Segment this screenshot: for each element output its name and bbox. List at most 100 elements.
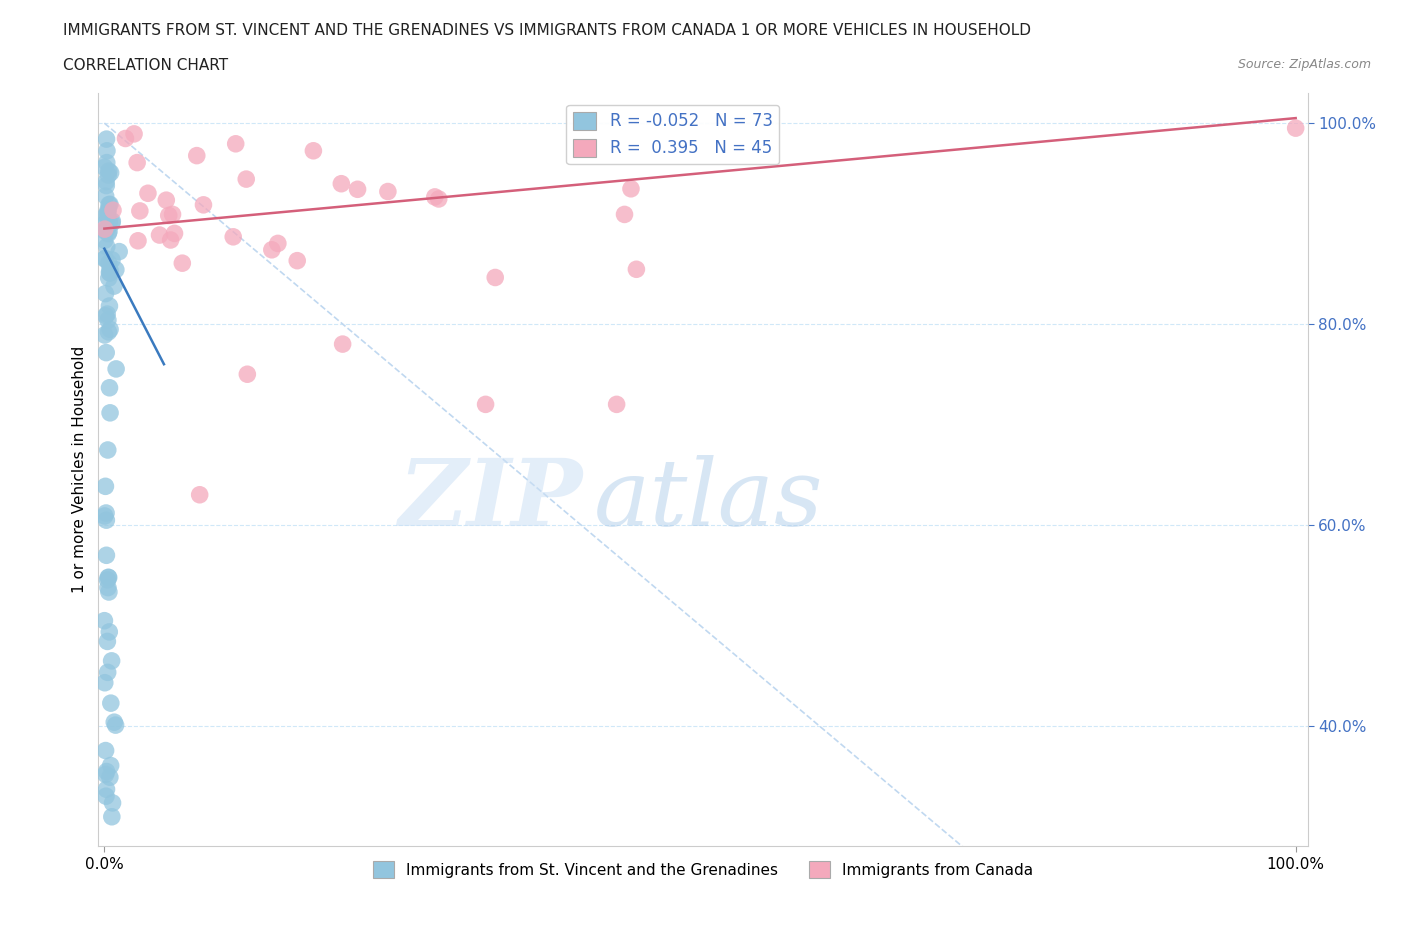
Point — [94, 675, 117, 690]
Point — [103, 715, 125, 730]
Point — [98, 624, 121, 639]
Point — [96, 143, 118, 158]
Point — [94, 286, 117, 301]
Point — [101, 216, 124, 231]
Point — [94, 767, 117, 782]
Point — [267, 236, 290, 251]
Point — [96, 764, 118, 779]
Point — [101, 795, 124, 810]
Point — [620, 181, 643, 196]
Point — [162, 206, 184, 221]
Point — [97, 209, 120, 224]
Point — [163, 226, 186, 241]
Point — [626, 262, 648, 277]
Point — [222, 230, 245, 245]
Point — [100, 696, 122, 711]
Point — [104, 262, 127, 277]
Point — [159, 232, 181, 247]
Point — [260, 243, 283, 258]
Point — [93, 160, 115, 175]
Point — [93, 613, 115, 628]
Point — [96, 307, 118, 322]
Point — [127, 233, 149, 248]
Point — [122, 126, 145, 141]
Point — [97, 271, 120, 286]
Point — [613, 207, 636, 222]
Point — [285, 253, 308, 268]
Point — [97, 197, 120, 212]
Point — [98, 770, 121, 785]
Point — [377, 184, 399, 199]
Point — [236, 366, 259, 381]
Point — [96, 782, 118, 797]
Point — [474, 397, 496, 412]
Point — [97, 585, 120, 600]
Point — [172, 256, 194, 271]
Point — [96, 512, 118, 527]
Text: IMMIGRANTS FROM ST. VINCENT AND THE GRENADINES VS IMMIGRANTS FROM CANADA 1 OR MO: IMMIGRANTS FROM ST. VINCENT AND THE GREN… — [63, 23, 1031, 38]
Point — [94, 308, 117, 323]
Point — [97, 570, 120, 585]
Point — [94, 208, 117, 223]
Point — [97, 256, 120, 271]
Point — [101, 203, 124, 218]
Point — [225, 137, 247, 152]
Point — [96, 155, 118, 170]
Text: Source: ZipAtlas.com: Source: ZipAtlas.com — [1237, 58, 1371, 71]
Point — [97, 205, 120, 219]
Point — [96, 573, 118, 588]
Point — [105, 362, 128, 377]
Point — [94, 479, 117, 494]
Point — [98, 197, 121, 212]
Point — [186, 148, 208, 163]
Point — [98, 214, 121, 229]
Point — [101, 252, 124, 267]
Point — [97, 164, 120, 179]
Point — [101, 809, 124, 824]
Point — [98, 265, 121, 280]
Point — [97, 443, 120, 458]
Text: ZIP: ZIP — [398, 455, 582, 545]
Point — [346, 182, 368, 197]
Point — [235, 172, 257, 187]
Point — [104, 718, 127, 733]
Point — [96, 345, 118, 360]
Point — [96, 239, 118, 254]
Point — [155, 193, 177, 207]
Point — [606, 397, 628, 412]
Point — [97, 312, 120, 327]
Point — [1285, 121, 1308, 136]
Point — [127, 155, 149, 170]
Point — [93, 223, 115, 238]
Point — [94, 789, 117, 804]
Point — [423, 190, 446, 205]
Legend: Immigrants from St. Vincent and the Grenadines, Immigrants from Canada: Immigrants from St. Vincent and the Gren… — [367, 855, 1039, 884]
Point — [114, 131, 136, 146]
Point — [96, 179, 118, 193]
Point — [97, 203, 120, 218]
Point — [98, 380, 121, 395]
Point — [96, 548, 118, 563]
Point — [97, 167, 120, 182]
Point — [330, 177, 353, 192]
Point — [96, 174, 118, 189]
Point — [98, 299, 121, 313]
Point — [97, 580, 120, 595]
Point — [94, 251, 117, 266]
Text: CORRELATION CHART: CORRELATION CHART — [63, 58, 228, 73]
Point — [97, 570, 120, 585]
Point — [93, 327, 115, 342]
Point — [98, 224, 121, 239]
Point — [100, 166, 122, 180]
Point — [94, 743, 117, 758]
Point — [96, 223, 118, 238]
Point — [100, 654, 122, 669]
Point — [332, 337, 354, 352]
Point — [94, 216, 117, 231]
Point — [101, 214, 124, 229]
Point — [94, 506, 117, 521]
Point — [484, 270, 506, 285]
Point — [108, 245, 131, 259]
Point — [97, 226, 120, 241]
Point — [98, 405, 121, 420]
